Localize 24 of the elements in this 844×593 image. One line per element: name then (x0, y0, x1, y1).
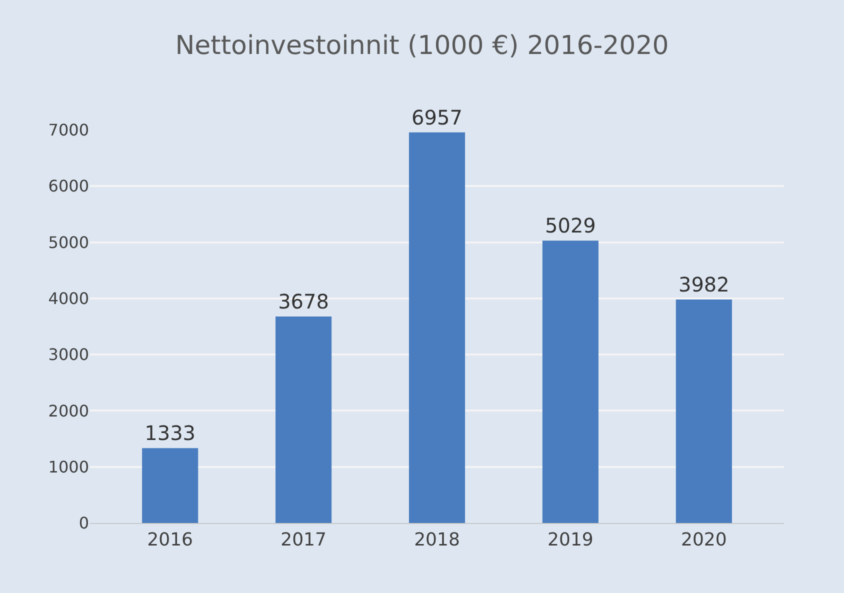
y-tick-label: 1000 (48, 457, 89, 476)
bar (542, 240, 598, 523)
y-tick-label: 5000 (48, 232, 89, 252)
y-tick-label: 3000 (48, 345, 89, 364)
chart-title: Nettoinvestoinnit (1000 €) 2016-2020 (175, 30, 669, 61)
x-tick-label: 2019 (548, 530, 594, 551)
bar (676, 299, 732, 523)
y-tick-label: 2000 (48, 401, 89, 420)
data-label: 5029 (545, 214, 596, 238)
bar (276, 316, 332, 523)
x-tick-label: 2020 (681, 530, 727, 551)
data-label: 3678 (278, 290, 329, 314)
x-tick-label: 2018 (414, 530, 460, 551)
y-tick-label: 6000 (48, 176, 89, 196)
bar (142, 448, 198, 523)
bar (408, 132, 466, 523)
data-label: 1333 (144, 421, 196, 446)
y-tick-label: 4000 (48, 289, 89, 308)
data-label: 6957 (412, 105, 462, 130)
data-label: 3982 (678, 272, 730, 296)
y-tick-label: 7000 (48, 120, 89, 140)
y-tick-label: 0 (78, 514, 89, 533)
x-tick-label: 2016 (147, 530, 193, 551)
x-tick-label: 2017 (280, 530, 326, 551)
